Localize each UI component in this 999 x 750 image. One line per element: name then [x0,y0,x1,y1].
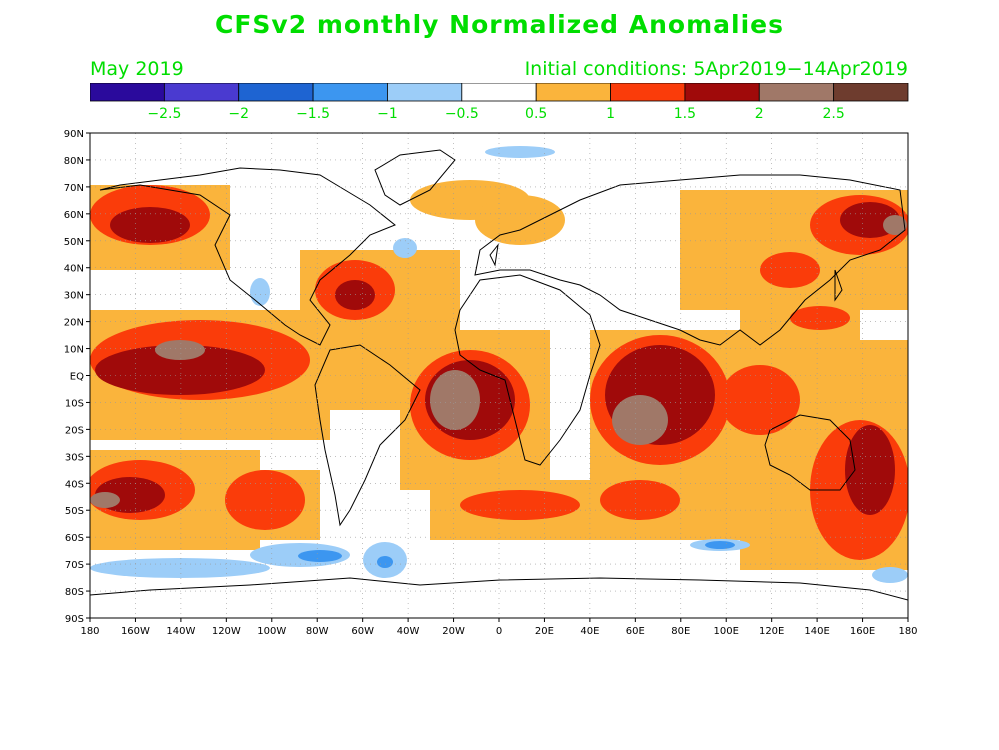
lon-tick-label: 120E [759,626,784,637]
colorbar-label: −2.5 [147,106,181,122]
lat-tick-label: EQ [70,372,84,383]
lon-tick-label: 180 [80,626,99,637]
lat-tick-label: 50S [65,506,84,517]
lat-tick-label: 80S [65,587,84,598]
colorbar-label: −0.5 [445,106,479,122]
lon-tick-label: 140W [166,626,195,637]
lat-tick-label: 50N [64,237,84,248]
valid-month-label: May 2019 [90,58,184,80]
colorbar-label: 2 [755,106,764,122]
colorbar-label: −2 [228,106,249,122]
lon-tick-label: 20W [442,626,465,637]
lat-tick-label: 40N [64,264,84,275]
lat-tick-label: 40S [65,479,84,490]
axis-ticks: 90N 80N 70N 60N 50N 40N 30N 20N 10N EQ 10S 20S 30S 40… [64,129,918,637]
lat-tick-label: 70S [65,560,84,571]
colorbar-label: 0.5 [525,106,547,122]
lat-tick-label: 90N [64,129,84,140]
lon-tick-label: 180 [898,626,917,637]
lat-lon-grid [90,133,908,618]
colorbar-label: 2.5 [823,106,845,122]
colorbar-label: 1.5 [674,106,696,122]
colorbar-label: −1.5 [296,106,330,122]
colorbar: −2.5 −2 −1.5 −1 −0.5 0.5 1 1.5 2 2.5 [90,83,909,122]
lon-tick-label: 160E [850,626,875,637]
lat-tick-label: 10N [64,345,84,356]
lat-tick-label: 20S [65,425,84,436]
lat-tick-label: 70N [64,183,84,194]
lon-tick-label: 60E [626,626,645,637]
colorbar-label: 1 [606,106,615,122]
initial-conditions-label: Initial conditions: 5Apr2019−14Apr2019 [524,58,908,80]
lon-tick-label: 60W [351,626,374,637]
lat-tick-label: 20N [64,318,84,329]
colorbar-label: −1 [377,106,398,122]
lat-tick-label: 30S [65,452,84,463]
lat-tick-label: 60N [64,210,84,221]
anomaly-shading [90,146,908,583]
colorbar-swatch [833,83,909,102]
lon-tick-label: 160W [121,626,150,637]
lat-tick-label: 10S [65,398,84,409]
lat-tick-label: 60S [65,533,84,544]
coastlines [90,149,908,601]
lon-tick-label: 40E [580,626,599,637]
lon-tick-label: 100E [714,626,739,637]
lon-tick-label: 140E [804,626,829,637]
lon-tick-label: 120W [212,626,241,637]
lon-tick-label: 0 [496,626,502,637]
lat-tick-label: 90S [65,614,84,625]
lat-tick-label: 80N [64,156,84,167]
map-title: CFSv2 monthly Normalized Anomalies [215,10,784,39]
lon-tick-label: 80E [671,626,690,637]
lon-tick-label: 20E [535,626,554,637]
lat-tick-label: 30N [64,291,84,302]
lon-tick-label: 40W [397,626,420,637]
lon-tick-label: 80W [306,626,329,637]
lon-tick-label: 100W [257,626,286,637]
